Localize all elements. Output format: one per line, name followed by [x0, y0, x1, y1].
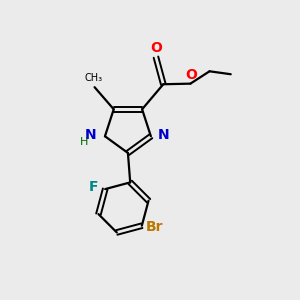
Text: N: N [158, 128, 169, 142]
Text: O: O [150, 41, 162, 55]
Text: O: O [186, 68, 197, 82]
Text: H: H [80, 136, 88, 147]
Text: Br: Br [146, 220, 163, 234]
Text: F: F [89, 180, 99, 194]
Text: CH₃: CH₃ [84, 74, 102, 83]
Text: N: N [85, 128, 97, 142]
